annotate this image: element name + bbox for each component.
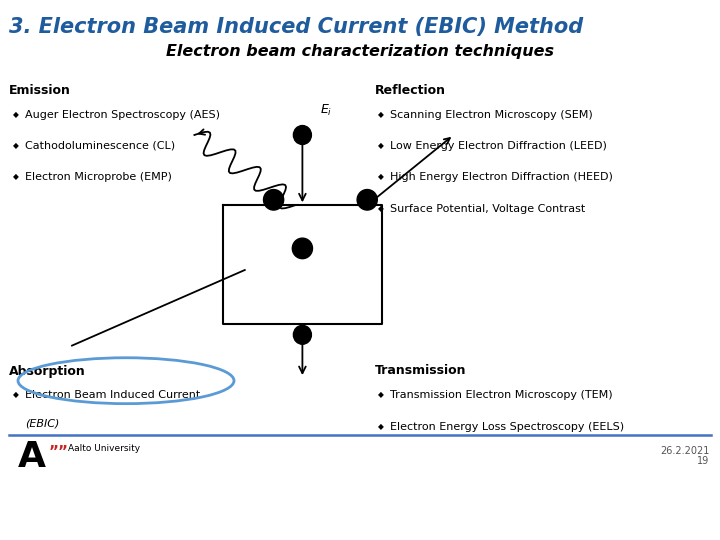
Text: ◆: ◆ bbox=[378, 204, 384, 213]
Text: ◆: ◆ bbox=[13, 110, 19, 119]
Text: ””: ”” bbox=[49, 446, 69, 461]
Text: 3. Electron Beam Induced Current (EBIC) Method: 3. Electron Beam Induced Current (EBIC) … bbox=[9, 17, 584, 37]
Text: High Energy Electron Diffraction (HEED): High Energy Electron Diffraction (HEED) bbox=[390, 172, 613, 183]
Text: ◆: ◆ bbox=[13, 390, 19, 400]
Text: Surface Potential, Voltage Contrast: Surface Potential, Voltage Contrast bbox=[390, 204, 585, 214]
Text: Cathodoluminescence (CL): Cathodoluminescence (CL) bbox=[25, 141, 176, 151]
Text: ◆: ◆ bbox=[378, 390, 384, 400]
Ellipse shape bbox=[294, 325, 312, 345]
Text: Reflection: Reflection bbox=[374, 84, 446, 97]
Text: Electron Energy Loss Spectroscopy (EELS): Electron Energy Loss Spectroscopy (EELS) bbox=[390, 422, 624, 432]
Text: ◆: ◆ bbox=[13, 141, 19, 150]
Text: Transmission: Transmission bbox=[374, 364, 466, 377]
Text: Emission: Emission bbox=[9, 84, 71, 97]
Ellipse shape bbox=[294, 126, 312, 144]
Text: Low Energy Electron Diffraction (LEED): Low Energy Electron Diffraction (LEED) bbox=[390, 141, 607, 151]
Text: Electron beam characterization techniques: Electron beam characterization technique… bbox=[166, 44, 554, 59]
Text: A: A bbox=[18, 440, 46, 474]
Text: Scanning Electron Microscopy (SEM): Scanning Electron Microscopy (SEM) bbox=[390, 110, 593, 120]
Text: 26.2.2021: 26.2.2021 bbox=[660, 446, 709, 456]
Text: Aalto University: Aalto University bbox=[68, 444, 140, 453]
Text: Transmission Electron Microscopy (TEM): Transmission Electron Microscopy (TEM) bbox=[390, 390, 613, 401]
Text: ◆: ◆ bbox=[13, 172, 19, 181]
Text: ◆: ◆ bbox=[378, 422, 384, 431]
Ellipse shape bbox=[264, 190, 284, 210]
Ellipse shape bbox=[357, 190, 377, 210]
Text: Electron Beam Induced Current: Electron Beam Induced Current bbox=[25, 390, 200, 401]
Text: Electron Microprobe (EMP): Electron Microprobe (EMP) bbox=[25, 172, 172, 183]
Text: $E_i$: $E_i$ bbox=[320, 103, 333, 118]
Text: Auger Electron Spectroscopy (AES): Auger Electron Spectroscopy (AES) bbox=[25, 110, 220, 120]
Text: ◆: ◆ bbox=[378, 141, 384, 150]
Text: ◆: ◆ bbox=[378, 110, 384, 119]
Ellipse shape bbox=[292, 238, 312, 259]
Text: ◆: ◆ bbox=[378, 172, 384, 181]
Text: 19: 19 bbox=[697, 456, 709, 467]
Text: (EBIC): (EBIC) bbox=[25, 418, 60, 429]
Text: Absorption: Absorption bbox=[9, 364, 86, 377]
